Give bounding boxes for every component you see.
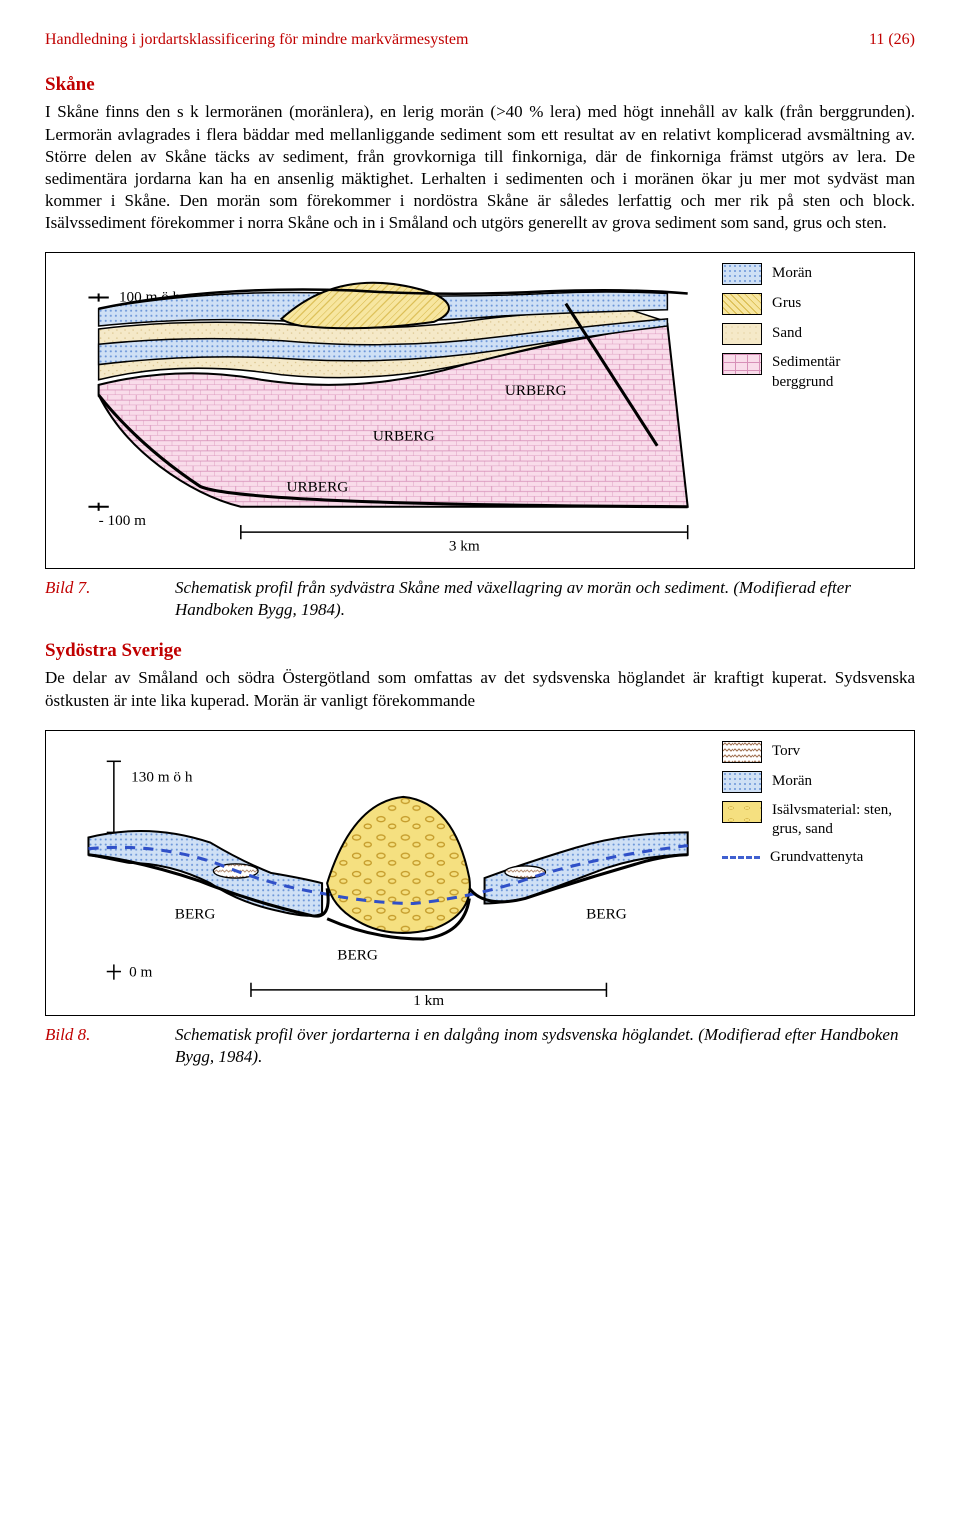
legend-grus: Grus (772, 294, 801, 314)
caption-fig7: Bild 7. Schematisk profil från sydvästra… (45, 577, 915, 621)
legend-moran: Morän (772, 264, 812, 284)
caption-text-8: Schematisk profil över jordarterna i en … (175, 1024, 915, 1068)
scale-7: 3 km (449, 537, 480, 554)
legend-torv: Torv (772, 742, 800, 762)
urberg-label-3: URBERG (287, 479, 349, 496)
scale-8: 1 km (413, 992, 444, 1005)
berg-1: BERG (175, 905, 216, 922)
legend-isalvs: Isälvsmaterial: sten, grus, sand (772, 801, 902, 840)
legend-fig7: Morän Grus Sand Sedimentär berggrund (722, 263, 902, 558)
section-title-skane: Skåne (45, 73, 915, 98)
caption-text-7: Schematisk profil från sydvästra Skåne m… (175, 577, 915, 621)
legend-gvy: Grundvattenyta (770, 848, 863, 868)
legend-moran8: Morän (772, 772, 812, 792)
urberg-label-1: URBERG (505, 382, 567, 399)
legend-sand: Sand (772, 324, 802, 344)
legend-fig8: Torv Morän Isälvsmaterial: sten, grus, s… (722, 741, 902, 1005)
profile-sydostra-svg: 130 m ö h BERG BERG BERG (58, 741, 708, 1005)
doc-title: Handledning i jordartsklassificering för… (45, 30, 468, 51)
urberg-label-2: URBERG (373, 428, 435, 445)
caption-no-8: Bild 8. (45, 1024, 135, 1068)
page-header: Handledning i jordartsklassificering för… (45, 30, 915, 51)
elev-bottom-8: 0 m (129, 963, 152, 980)
berg-3: BERG (586, 905, 627, 922)
page-number: 11 (26) (869, 30, 915, 51)
caption-no-7: Bild 7. (45, 577, 135, 621)
caption-fig8: Bild 8. Schematisk profil över jordarter… (45, 1024, 915, 1068)
elev-top-8: 130 m ö h (131, 768, 193, 785)
legend-sedberg: Sedimentär berggrund (772, 353, 902, 392)
figure-8: 130 m ö h BERG BERG BERG (45, 730, 915, 1016)
figure-7: 100 m ö h URBERG URBERG URBERG (45, 252, 915, 569)
profile-skane-svg: 100 m ö h URBERG URBERG URBERG (58, 263, 708, 558)
elev-bottom-7: - 100 m (99, 512, 147, 529)
berg-2: BERG (337, 946, 378, 963)
skane-body: I Skåne finns den s k lermoränen (moränl… (45, 101, 915, 234)
section-title-sydostra: Sydöstra Sverige (45, 639, 915, 664)
sydostra-body: De delar av Småland och södra Östergötla… (45, 667, 915, 711)
